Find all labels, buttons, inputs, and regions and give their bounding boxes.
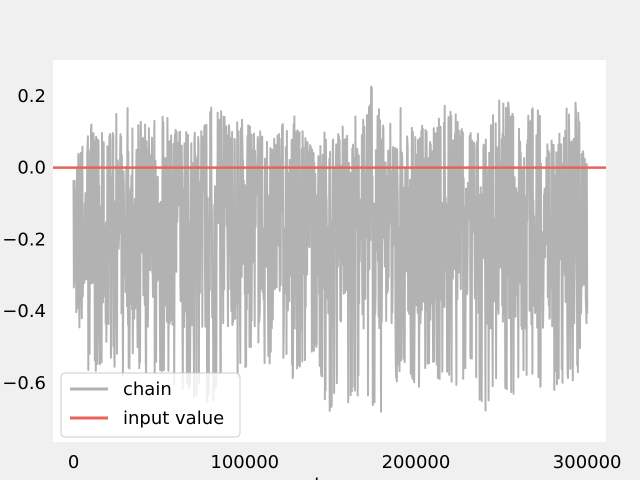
chain-line xyxy=(72,85,589,413)
y-tick-label: 0.0 xyxy=(17,158,46,179)
x-tick-label: 200000 xyxy=(382,452,451,473)
legend: chain input value xyxy=(60,372,241,438)
y-tick-label: −0.4 xyxy=(2,301,46,322)
y-tick-label: −0.2 xyxy=(2,229,46,250)
chain-series xyxy=(72,85,589,413)
legend-chain-label: chain xyxy=(123,379,172,400)
x-tick-label: 100000 xyxy=(210,452,279,473)
y-tick-label: 0.2 xyxy=(17,86,46,107)
x-tick-label: 0 xyxy=(68,452,79,473)
y-ticks: 0.2 0.0 −0.2 −0.4 −0.6 xyxy=(2,86,46,394)
x-axis-label: steps xyxy=(305,474,353,480)
y-tick-label: −0.6 xyxy=(2,373,46,394)
x-tick-label: 300000 xyxy=(553,452,622,473)
x-ticks: 0 100000 200000 300000 xyxy=(68,452,622,473)
legend-input-label: input value xyxy=(123,408,224,429)
